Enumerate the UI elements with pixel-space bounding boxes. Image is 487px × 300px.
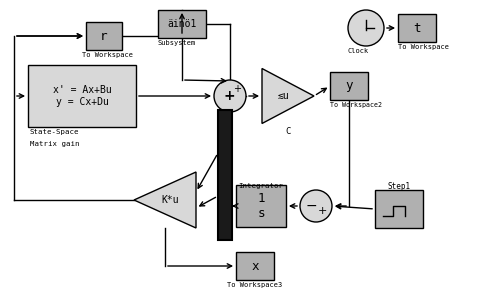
Circle shape: [214, 80, 246, 112]
Text: 1
s: 1 s: [257, 192, 265, 220]
Text: y: y: [345, 80, 353, 92]
Text: Integrator: Integrator: [239, 183, 283, 189]
Polygon shape: [262, 68, 314, 124]
Text: −: −: [305, 199, 317, 213]
FancyBboxPatch shape: [86, 22, 122, 50]
Text: To Workspace: To Workspace: [82, 52, 133, 58]
Text: +: +: [318, 206, 327, 216]
Text: Clock: Clock: [348, 48, 369, 54]
FancyBboxPatch shape: [330, 72, 368, 100]
Text: x' = Ax+Bu
y = Cx+Du: x' = Ax+Bu y = Cx+Du: [53, 85, 112, 107]
Text: To Workspace2: To Workspace2: [330, 102, 382, 108]
Text: t: t: [413, 22, 421, 34]
Text: x: x: [251, 260, 259, 272]
Text: K*u: K*u: [161, 195, 179, 205]
Text: +: +: [223, 89, 235, 103]
Text: Step1: Step1: [388, 182, 411, 191]
Polygon shape: [134, 172, 196, 228]
Text: ≲u: ≲u: [278, 91, 290, 101]
Text: Subsystem: Subsystem: [158, 40, 196, 46]
FancyBboxPatch shape: [398, 14, 436, 42]
Circle shape: [300, 190, 332, 222]
Text: State-Space: State-Space: [30, 129, 79, 135]
FancyBboxPatch shape: [158, 10, 206, 38]
FancyBboxPatch shape: [375, 190, 423, 228]
Text: To Workspace3: To Workspace3: [227, 282, 282, 288]
Text: +: +: [233, 84, 241, 94]
Text: äinö1: äinö1: [168, 19, 197, 29]
FancyBboxPatch shape: [28, 65, 136, 127]
Circle shape: [348, 10, 384, 46]
Text: Matrix gain: Matrix gain: [30, 141, 79, 147]
Text: To Workspace: To Workspace: [398, 44, 449, 50]
FancyBboxPatch shape: [236, 185, 286, 227]
Text: r: r: [100, 29, 108, 43]
FancyBboxPatch shape: [218, 110, 232, 240]
FancyBboxPatch shape: [236, 252, 274, 280]
Text: C: C: [285, 127, 291, 136]
